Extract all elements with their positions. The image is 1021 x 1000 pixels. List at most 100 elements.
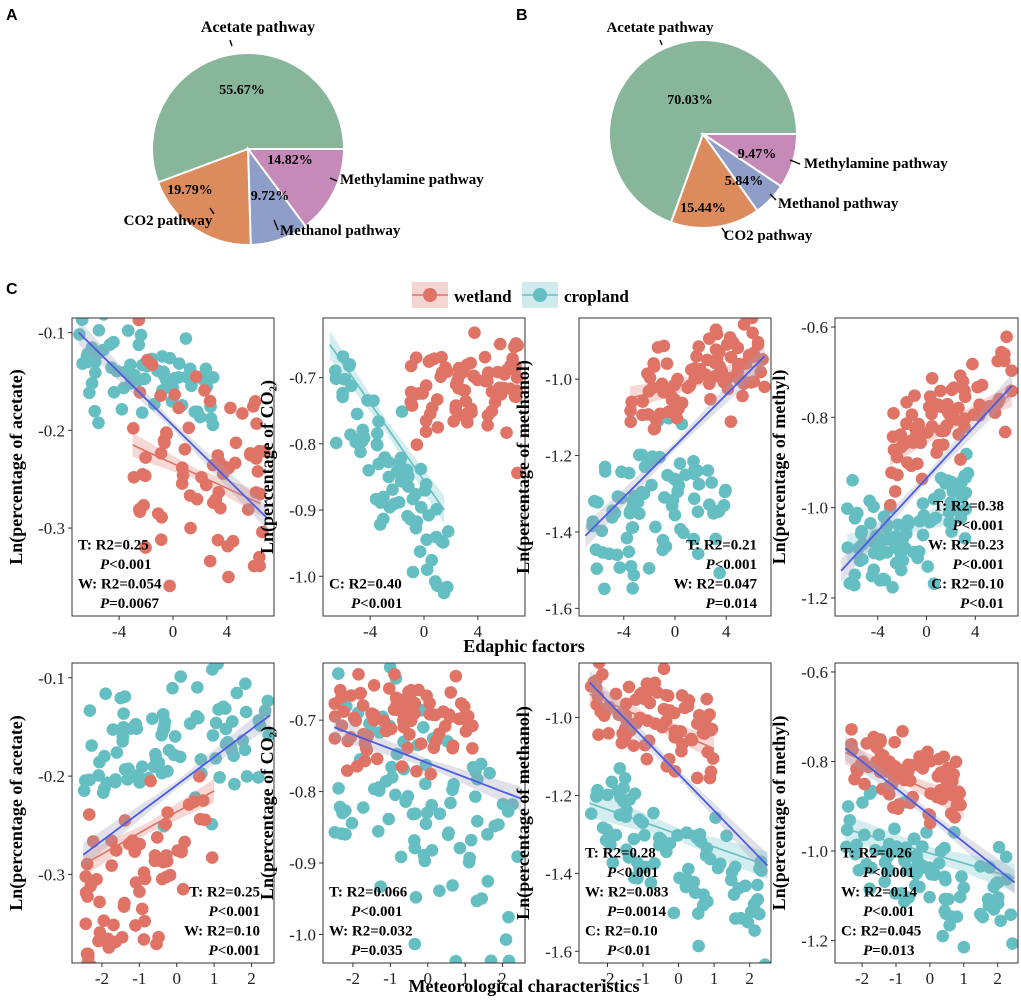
cropland-point [589,543,603,557]
cropland-point [598,582,611,596]
wetland-point [660,357,674,370]
cropland-point [417,720,430,734]
wetland-point [79,870,93,883]
y-tick-label: -0.7 [289,711,316,730]
cropland-point [441,828,455,842]
scatter-methanol-edaphic: -1.6 -1.4 -1.2 -1.0 -4 0 4 Ln(percentage of met… [513,317,772,641]
wetland-point [949,755,963,769]
x-tick-label: 0 [674,969,683,988]
cropland-point [329,372,343,386]
cropland-point [433,807,447,821]
wetland-point [150,831,164,844]
cropland-point [133,776,146,789]
cropland-point [462,855,476,869]
cropland-point [209,716,223,730]
x-tick-label: -2 [346,969,360,988]
cropland-point [622,545,636,559]
overall-fit-line [333,726,522,800]
cropland-point [645,478,658,492]
stat-p: P [863,904,873,920]
cropland-point [895,545,908,558]
wetland-point [705,722,719,736]
wetland-point [451,374,464,387]
cropland-point [481,874,495,888]
cropland-point [370,437,384,451]
cropland-point [923,861,936,874]
cropland-point [85,739,98,752]
wetland-point [509,359,522,373]
scatter-methanol-meteorological: -1.6 -1.4 -1.2 -1.0 -2 -1 0 1 2 Ln(percentage of … [513,662,772,988]
cropland-point [444,796,457,810]
cropland-point [406,492,420,506]
plot-area [840,723,1018,954]
stat-line: P=0.0014 [607,904,666,920]
cropland-point [156,707,170,721]
cropland-point [484,954,498,963]
wetland-point [597,709,611,723]
wetland-point [382,682,396,695]
cropland-point [734,911,747,925]
cropland-point [909,879,922,892]
cropland-point [386,483,399,496]
y-tick-label: -0.1 [38,324,65,343]
wetland-point [247,559,261,573]
cropland-point [945,475,958,489]
wetland-point [622,680,636,694]
wetland-point [358,754,372,768]
cropland-point [889,887,902,900]
cropland-point [610,548,624,562]
wetland-point [241,503,255,516]
y-tick-label: -1.2 [801,589,828,608]
cropland-point [418,854,432,868]
cropland-point [644,876,658,890]
wetland-point [367,679,381,692]
cropland-point [595,524,609,538]
y-tick-label: -0.1 [38,669,65,688]
wetland-point [975,378,989,392]
wetland-point [952,785,965,798]
plot-area [328,326,525,600]
y-axis-label: Ln(percentage of methyl) [769,716,790,911]
wetland-point [422,355,436,368]
cropland-point [388,497,401,511]
plot-area [328,663,524,963]
wetland-point [659,714,673,728]
pie-category-label: CO2 pathway [124,213,213,229]
cropland-point [98,318,109,321]
stat-line: P=0.013 [863,943,914,959]
wetland-point [205,851,219,864]
wetland-point [615,736,629,750]
cropland-point [212,703,225,716]
stat-line: P<0.001 [351,596,402,612]
fit-line [846,506,964,550]
stat-line: T: R2=0.25 [189,885,260,901]
cropland-point [240,770,254,783]
stat-line: P<0.001 [351,904,402,920]
wetland-point [731,359,745,373]
cropland-point [635,448,649,462]
cropland-point [204,412,218,425]
y-tick-label: -0.8 [801,408,828,427]
wetland-point [420,689,433,703]
cropland-point [753,862,766,875]
wetland-point [224,401,237,415]
cropland-point [339,804,352,817]
wetland-point [155,872,169,886]
wetland-point [704,392,717,406]
cropland-point [618,771,632,785]
pie-percent-label: 55.67% [219,83,265,98]
cropland-point [642,561,656,575]
wetland-point [79,917,93,931]
x-tick-label: 0 [420,622,429,641]
cropland-point [88,355,102,369]
wetland-point [340,764,354,777]
overall-fit-line [589,681,769,867]
wetland-point [250,417,263,430]
cropland-point [620,531,634,545]
wetland-point [328,710,342,723]
cropland-point [699,849,713,862]
x-tick-label: 0 [423,969,432,988]
cropland-point [378,451,392,464]
cropland-point [674,522,687,536]
cropland-point [230,686,244,700]
